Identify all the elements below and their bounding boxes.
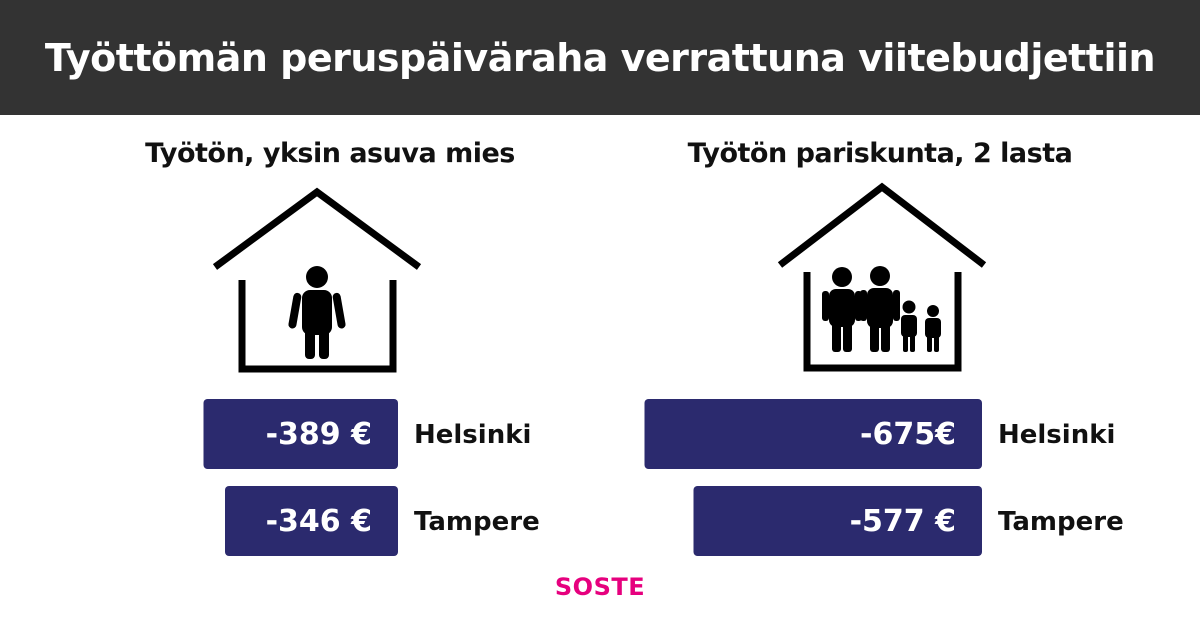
soste-logo: SOSTE: [554, 573, 646, 601]
bar-value-label: -577 €: [850, 504, 956, 539]
bar-tampere: [225, 486, 398, 556]
house-family-icon: [777, 182, 987, 372]
category-label: Tampere: [998, 507, 1124, 537]
bar-value-label: -346 €: [266, 504, 372, 539]
category-label: Tampere: [414, 507, 540, 537]
chart-title-family: Työtön pariskunta, 2 lasta: [687, 138, 1073, 169]
bar-helsinki: [203, 399, 398, 469]
bar-value-label: -389 €: [266, 417, 372, 452]
bar-value-label: -675€: [860, 417, 956, 452]
page-title: Työttömän peruspäiväraha verrattuna viit…: [0, 0, 1200, 115]
bar-helsinki: [644, 399, 982, 469]
chart-title-single: Työtön, yksin asuva mies: [145, 138, 515, 169]
bar-tampere: [693, 486, 982, 556]
category-label: Helsinki: [998, 420, 1115, 450]
category-label: Helsinki: [414, 420, 531, 450]
house-single-person-icon: [212, 187, 422, 373]
